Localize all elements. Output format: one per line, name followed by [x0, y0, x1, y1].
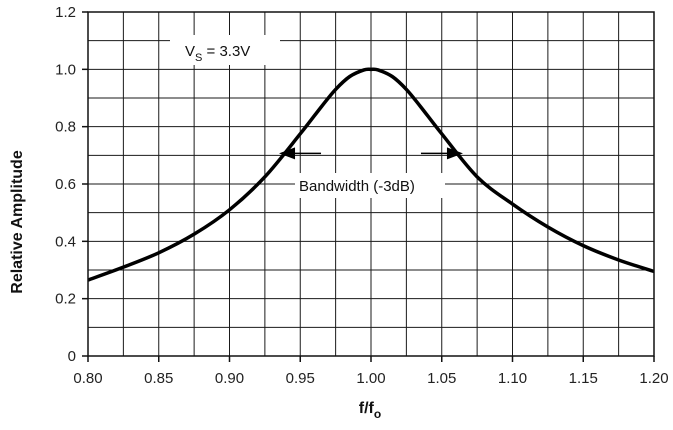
- axes: [82, 11, 655, 362]
- y-tick-label: 1.0: [55, 61, 76, 78]
- x-tick-label: 1.00: [356, 370, 385, 387]
- y-tick-label: 0: [68, 348, 76, 365]
- series-line: [87, 67, 655, 282]
- x-axis-title: f/fo: [359, 400, 381, 421]
- x-tick-label: 0.90: [215, 370, 244, 387]
- x-tick-label: 1.20: [639, 370, 668, 387]
- y-tick-label: 0.4: [55, 233, 76, 250]
- tick-labels: 0.80 0.85 0.90 0.95 1.00 1.05 1.10 1.15 1.20 0 0.2…: [55, 4, 668, 387]
- y-tick-label: 0.2: [55, 291, 76, 308]
- bandwidth-label-bg: [295, 173, 445, 198]
- annotations: VS = 3.3V Bandwidth (-3dB): [170, 35, 463, 198]
- supply-label-bg: [170, 35, 280, 65]
- x-tick-label: 0.95: [286, 370, 315, 387]
- supply-label: VS = 3.3V: [185, 43, 250, 64]
- bandwidth-label: Bandwidth (-3dB): [299, 178, 415, 195]
- series: [87, 67, 655, 282]
- y-axis-title: Relative Amplitude: [9, 150, 26, 294]
- y-tick-label: 1.2: [55, 4, 76, 21]
- bandwidth-arrowhead-right: [446, 147, 463, 160]
- bandwidth-arrowhead-left: [279, 147, 296, 160]
- x-tick-label: 1.10: [498, 370, 527, 387]
- plot-frame: [87, 11, 655, 357]
- y-tick-label: 0.6: [55, 176, 76, 193]
- y-tick-label: 0.8: [55, 119, 76, 136]
- x-tick-label: 0.85: [144, 370, 173, 387]
- x-tick-label: 0.80: [73, 370, 102, 387]
- x-tick-label: 1.05: [427, 370, 456, 387]
- x-tick-label: 1.15: [569, 370, 598, 387]
